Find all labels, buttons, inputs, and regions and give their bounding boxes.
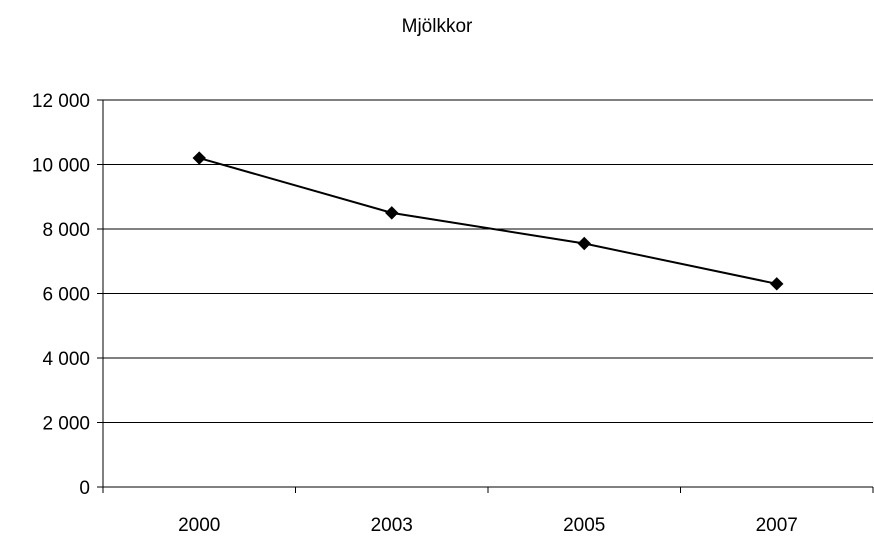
- x-tick-label: 2007: [756, 515, 798, 533]
- y-tick-label: 8 000: [42, 220, 90, 241]
- data-point-marker: [385, 206, 399, 220]
- y-tick-label: 12 000: [32, 91, 90, 112]
- chart-title: Mjölkkor: [401, 16, 473, 37]
- series-line: [198, 157, 777, 285]
- y-tick-label: 10 000: [32, 156, 90, 177]
- data-point-marker: [577, 236, 591, 251]
- y-tick-label: 4 000: [42, 349, 90, 370]
- y-tick-label: 0: [79, 478, 90, 499]
- x-tick-label: 2005: [563, 515, 605, 533]
- data-point-marker: [770, 277, 784, 291]
- y-tick-label: 6 000: [42, 285, 90, 306]
- x-tick-label: 2000: [178, 515, 220, 533]
- x-tick-label: 2003: [371, 515, 413, 533]
- data-point-marker: [192, 151, 206, 165]
- y-tick-label: 2 000: [42, 414, 90, 435]
